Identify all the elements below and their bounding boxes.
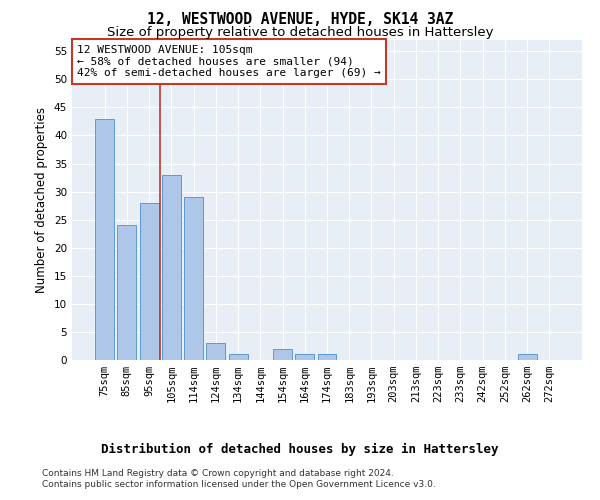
- Bar: [273, 349, 292, 360]
- Bar: [295, 354, 314, 360]
- Bar: [95, 118, 114, 360]
- Text: Size of property relative to detached houses in Hattersley: Size of property relative to detached ho…: [107, 26, 493, 39]
- Bar: [184, 197, 203, 360]
- Text: Distribution of detached houses by size in Hattersley: Distribution of detached houses by size …: [101, 442, 499, 456]
- Text: 12 WESTWOOD AVENUE: 105sqm
← 58% of detached houses are smaller (94)
42% of semi: 12 WESTWOOD AVENUE: 105sqm ← 58% of deta…: [77, 45, 381, 78]
- Bar: [206, 343, 225, 360]
- Text: Contains HM Land Registry data © Crown copyright and database right 2024.: Contains HM Land Registry data © Crown c…: [42, 469, 394, 478]
- Y-axis label: Number of detached properties: Number of detached properties: [35, 107, 49, 293]
- Text: 12, WESTWOOD AVENUE, HYDE, SK14 3AZ: 12, WESTWOOD AVENUE, HYDE, SK14 3AZ: [147, 12, 453, 28]
- Bar: [317, 354, 337, 360]
- Bar: [518, 354, 536, 360]
- Bar: [229, 354, 248, 360]
- Text: Contains public sector information licensed under the Open Government Licence v3: Contains public sector information licen…: [42, 480, 436, 489]
- Bar: [140, 203, 158, 360]
- Bar: [162, 174, 181, 360]
- Bar: [118, 226, 136, 360]
